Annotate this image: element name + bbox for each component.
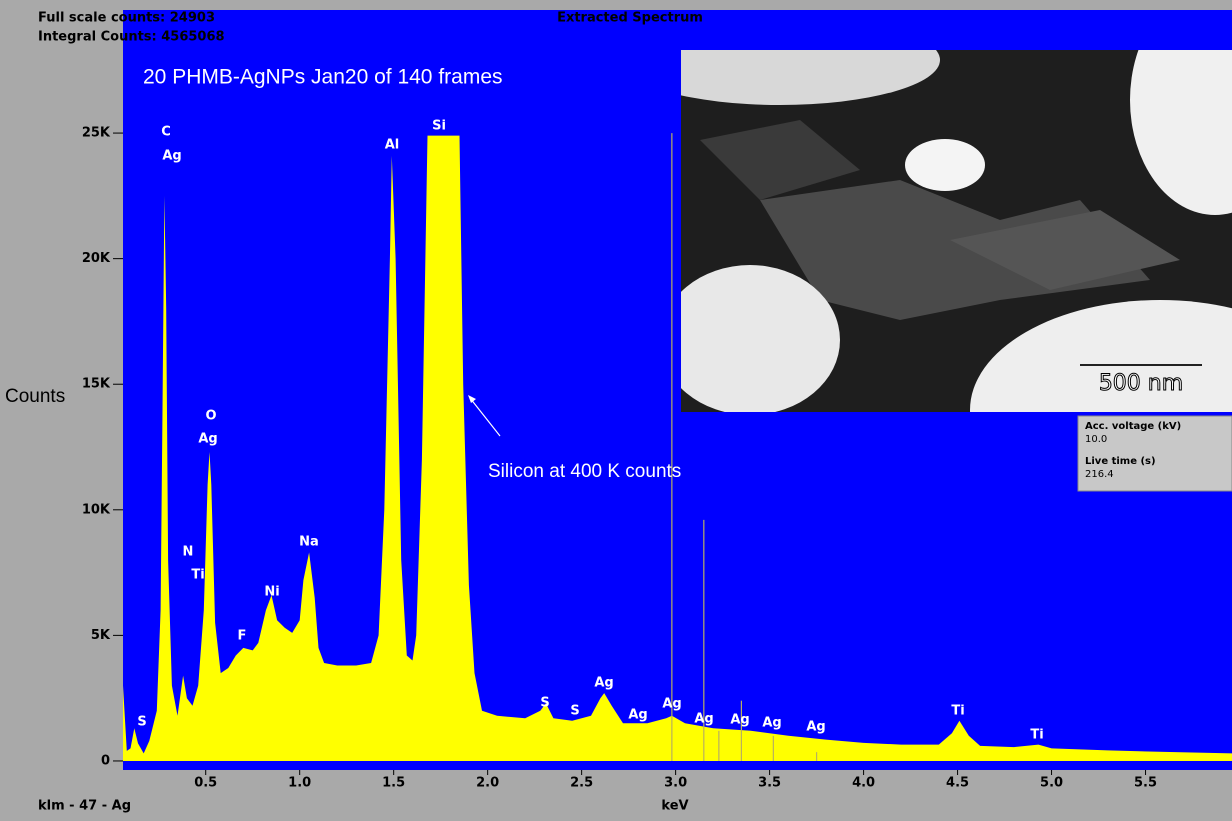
info-box (1077, 415, 1232, 492)
peak-label: Al (385, 138, 400, 153)
peak-label: Ag (762, 716, 781, 731)
peak-label: F (238, 629, 247, 644)
x-tick-label: 4.0 (852, 776, 875, 791)
peak-label: C (161, 125, 171, 140)
peak-label: S (137, 715, 146, 730)
arrow-head (468, 395, 476, 403)
x-axis-label: keV (661, 799, 688, 814)
peak-label: S (540, 696, 549, 711)
info-value: 10.0 (1085, 434, 1107, 445)
peak-label: Ni (264, 585, 279, 600)
annotation-arrow (469, 397, 501, 437)
subtitle: 20 PHMB-AgNPs Jan20 of 140 frames (143, 66, 503, 89)
x-tick-label: 1.0 (288, 776, 311, 791)
peak-label: Ag (730, 713, 749, 728)
peak-label: Ag (806, 720, 825, 735)
plot (123, 133, 1232, 761)
y-tick-label: 10K (82, 502, 111, 517)
y-tick-label: 5K (91, 628, 111, 643)
full-scale: Full scale counts: 24903 (38, 11, 215, 26)
spectrum-area (123, 135, 1232, 761)
peak-label: Ag (162, 149, 181, 164)
info-label: Live time (s) (1085, 456, 1156, 467)
peak-label: Ti (951, 704, 964, 719)
annotation: Silicon at 400 K counts (488, 461, 681, 482)
footer: klm - 47 - Ag (38, 799, 131, 814)
x-tick-label: 1.5 (382, 776, 405, 791)
x-tick-label: 5.5 (1134, 776, 1157, 791)
info-value: 216.4 (1085, 469, 1114, 480)
y-tick-label: 15K (82, 377, 111, 392)
peak-label: Ag (628, 708, 647, 723)
x-tick-label: 4.5 (946, 776, 969, 791)
peak-label: Na (299, 535, 319, 550)
micrograph: 500 nm (681, 50, 1232, 412)
x-tick-label: 3.0 (664, 776, 687, 791)
x-tick-label: 2.5 (570, 776, 593, 791)
x-tick-label: 0.5 (194, 776, 217, 791)
peak-label: O (205, 409, 216, 424)
y-tick-label: 0 (101, 753, 110, 768)
scale-bar-label: 500 nm (1099, 371, 1183, 396)
info-label: Acc. voltage (kV) (1085, 421, 1181, 432)
peak-label: Ag (694, 712, 713, 727)
x-tick-label: 3.5 (758, 776, 781, 791)
peak-label: S (570, 704, 579, 719)
peak-label: Ti (191, 568, 204, 583)
peak-label: Si (432, 119, 446, 134)
peak-label: N (183, 545, 194, 560)
peak-label: Ag (662, 697, 681, 712)
peak-label: Ti (1030, 728, 1043, 743)
peak-label: Ag (594, 676, 613, 691)
chart-title: Extracted Spectrum (557, 11, 703, 26)
y-axis-label: Counts (5, 386, 65, 407)
x-tick-label: 2.0 (476, 776, 499, 791)
y-tick-label: 25K (82, 126, 111, 141)
x-tick-label: 5.0 (1040, 776, 1063, 791)
integral-counts: Integral Counts: 4565068 (38, 30, 225, 45)
y-tick-label: 20K (82, 251, 111, 266)
peak-label: Ag (198, 432, 217, 447)
